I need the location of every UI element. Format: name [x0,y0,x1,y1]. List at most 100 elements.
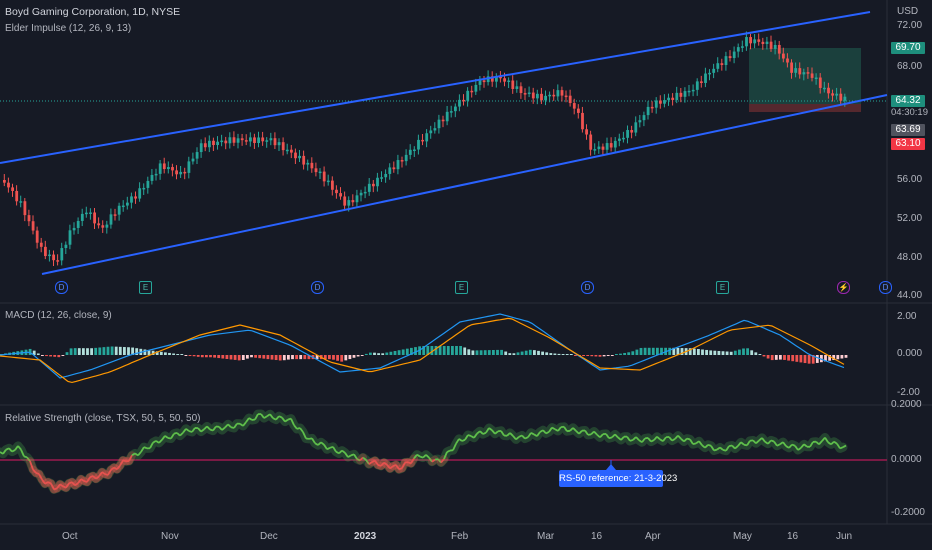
macd-bar [627,352,631,355]
rs-label[interactable]: Relative Strength (close, TSX, 50, 5, 50… [5,413,201,424]
candle [687,90,691,93]
candle [158,163,162,174]
candle [298,155,301,159]
candle [421,139,424,142]
candle [277,142,281,146]
candle [240,138,244,141]
candle [138,188,142,199]
earnings-marker[interactable]: E [139,281,152,294]
candle [835,93,839,96]
macd-bar [32,350,36,355]
macd-bar [287,355,290,360]
candle [232,137,236,143]
macd-bar [459,346,462,355]
macd-label[interactable]: MACD (12, 26, close, 9) [5,310,112,321]
candle [675,92,679,100]
candle [326,180,330,183]
macd-bar [200,355,204,358]
candle [195,152,199,159]
candle [663,100,666,104]
macd-bar [651,347,655,355]
split-marker[interactable]: ⚡ [837,281,850,294]
rs-reference-label[interactable]: RS-50 reference: 21-3-2023 [559,470,677,487]
time-label: Nov [161,531,179,542]
macd-bar [803,355,807,364]
macd-bar [209,355,212,358]
candle [52,254,55,261]
candle [527,92,531,95]
macd-bar [159,351,163,355]
candle [105,224,109,228]
macd-bar [233,355,237,360]
macd-bar [779,355,782,360]
candle [466,90,470,101]
candle [741,46,744,48]
macd-bar [196,355,200,357]
candle [183,171,187,174]
candle [11,187,14,191]
dividend-marker[interactable]: D [311,281,324,294]
macd-bar [807,355,811,364]
candle [130,196,133,203]
macd-bar [545,352,549,355]
macd-bar [783,355,786,360]
candle [519,86,523,94]
macd-bar [442,346,446,355]
candle [134,196,137,199]
time-label: Mar [537,531,555,542]
macd-bar [131,347,134,355]
candle [429,130,433,134]
macd-bar [811,355,815,364]
indicator-label-elder[interactable]: Elder Impulse (12, 26, 9, 13) [5,23,132,34]
macd-bar [336,355,339,361]
candle [433,128,437,131]
earnings-marker[interactable]: E [716,281,729,294]
candle [273,138,277,146]
candle [101,225,105,228]
candle [548,94,552,97]
candle [490,76,494,82]
macd-bar [180,354,184,355]
candle [613,140,617,148]
candle [56,260,60,262]
macd-bar [360,355,364,356]
candle [228,137,232,144]
macd-bar [520,351,524,355]
dividend-marker[interactable]: D [55,281,68,294]
channel-upper-line [0,11,871,164]
macd-bar [496,349,499,355]
time-label: Dec [260,531,278,542]
macd-bar [688,348,692,355]
macd-bar [401,349,405,355]
candle [64,244,68,249]
macd-bar [205,355,208,358]
candle [700,81,703,83]
candle [372,183,375,187]
candle [236,138,240,143]
candle [339,193,342,197]
candle [150,174,154,181]
candle [384,173,388,178]
candle [728,56,732,59]
macd-bar [733,350,737,355]
candle [335,189,338,194]
dividend-marker[interactable]: D [879,281,892,294]
macd-bar [844,355,848,358]
earnings-marker[interactable]: E [455,281,468,294]
macd-bar [762,355,766,357]
macd-bar [254,355,257,358]
candle [281,142,285,151]
macd-bar [299,355,303,360]
candle [823,87,826,90]
candle [171,167,174,171]
macd-bar [828,355,831,361]
candle [19,201,23,203]
candle [60,248,64,261]
macd-bar [643,347,647,355]
candle [89,212,92,214]
price-tick: 44.00 [897,290,923,301]
dividend-marker[interactable]: D [581,281,594,294]
candle [458,99,461,107]
candle [708,72,711,75]
